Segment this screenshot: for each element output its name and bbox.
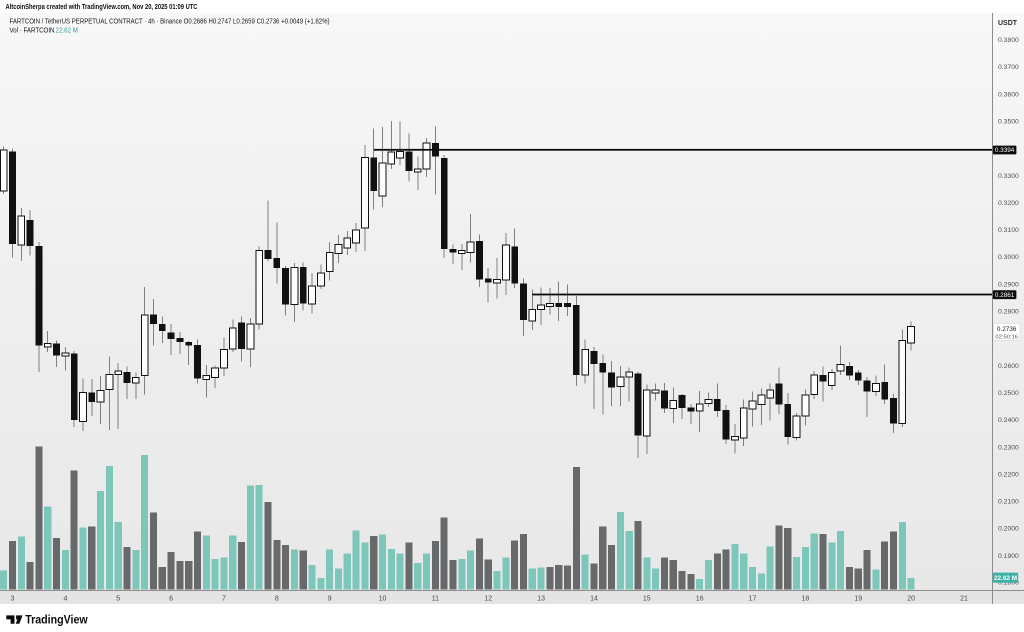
svg-text:17: 17 bbox=[749, 595, 757, 602]
svg-text:0.2861: 0.2861 bbox=[995, 292, 1015, 299]
svg-text:0.3500: 0.3500 bbox=[998, 119, 1019, 126]
svg-text:18: 18 bbox=[802, 595, 810, 602]
svg-text:22.62 M: 22.62 M bbox=[56, 25, 79, 34]
svg-text:3: 3 bbox=[11, 595, 15, 602]
svg-text:8: 8 bbox=[275, 595, 279, 602]
svg-text:4: 4 bbox=[63, 595, 67, 602]
svg-text:0.2400: 0.2400 bbox=[998, 417, 1019, 424]
svg-text:0.2200: 0.2200 bbox=[998, 471, 1019, 478]
svg-text:AltcoinSherpa created with Tra: AltcoinSherpa created with TradingView.c… bbox=[6, 2, 198, 11]
svg-text:0.3000: 0.3000 bbox=[998, 254, 1019, 261]
svg-text:14: 14 bbox=[590, 595, 598, 602]
svg-text:0.3300: 0.3300 bbox=[998, 173, 1019, 180]
svg-text:12: 12 bbox=[484, 595, 492, 602]
svg-text:0.2100: 0.2100 bbox=[998, 499, 1019, 506]
svg-text:11: 11 bbox=[432, 595, 439, 602]
svg-text:0.1900: 0.1900 bbox=[998, 553, 1019, 560]
svg-text:10: 10 bbox=[379, 595, 387, 602]
svg-text:6: 6 bbox=[169, 595, 173, 602]
svg-text:0.1800: 0.1800 bbox=[998, 580, 1019, 587]
svg-text:0.3600: 0.3600 bbox=[998, 91, 1019, 98]
svg-text:0.2000: 0.2000 bbox=[998, 526, 1019, 533]
svg-text:0.3394: 0.3394 bbox=[995, 147, 1015, 154]
svg-text:USDT: USDT bbox=[998, 20, 1018, 27]
svg-text:21: 21 bbox=[960, 595, 968, 602]
svg-text:0.2300: 0.2300 bbox=[998, 444, 1019, 451]
svg-text:19: 19 bbox=[854, 595, 862, 602]
svg-text:TradingView: TradingView bbox=[25, 613, 88, 627]
svg-text:0.2736: 0.2736 bbox=[997, 326, 1017, 333]
svg-text:FARTCOIN / TetherUS PERPETUAL: FARTCOIN / TetherUS PERPETUAL CONTRACT ·… bbox=[10, 17, 330, 26]
svg-text:0.3700: 0.3700 bbox=[998, 64, 1019, 71]
svg-text:15: 15 bbox=[643, 595, 651, 602]
svg-text:0.3800: 0.3800 bbox=[998, 37, 1019, 44]
svg-text:02:50:16: 02:50:16 bbox=[995, 334, 1018, 340]
svg-text:Vol · FARTCOIN: Vol · FARTCOIN bbox=[10, 25, 55, 34]
svg-text:20: 20 bbox=[907, 595, 915, 602]
svg-text:5: 5 bbox=[116, 595, 120, 602]
svg-text:0.3100: 0.3100 bbox=[998, 227, 1019, 234]
svg-text:13: 13 bbox=[537, 595, 545, 602]
svg-text:22.62 M: 22.62 M bbox=[994, 575, 1017, 582]
svg-text:16: 16 bbox=[696, 595, 704, 602]
svg-text:0.2500: 0.2500 bbox=[998, 390, 1019, 397]
svg-text:0.3200: 0.3200 bbox=[998, 200, 1019, 207]
svg-text:0.2800: 0.2800 bbox=[998, 309, 1019, 316]
svg-text:7: 7 bbox=[222, 595, 226, 602]
svg-text:9: 9 bbox=[328, 595, 332, 602]
svg-text:0.2900: 0.2900 bbox=[998, 281, 1019, 288]
svg-text:0.2600: 0.2600 bbox=[998, 363, 1019, 370]
